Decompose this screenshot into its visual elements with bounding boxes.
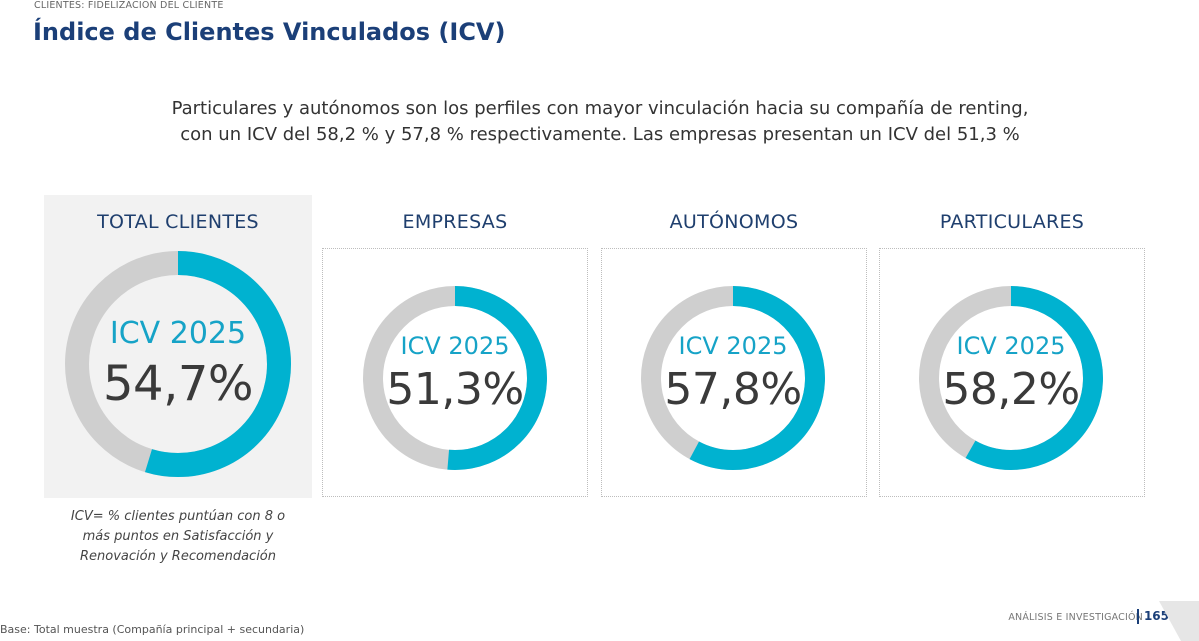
donut-metric-label-particulares: ICV 2025: [956, 332, 1066, 360]
donut-autonomos: ICV 2025 57,8%: [639, 284, 827, 472]
donut-value-label-autonomos: 57,8%: [664, 364, 802, 415]
note-line-1: ICV= % clientes puntúan con 8 o: [70, 509, 286, 524]
particulares-frame: [879, 248, 1145, 497]
summary-line-1: Particulares y autónomos son los perfile…: [171, 98, 1029, 119]
icv-definition-note: ICV= % clientes puntúan con 8 o más punt…: [50, 507, 306, 567]
note-line-3: Renovación y Recomendación: [80, 549, 276, 564]
empresas-frame: [322, 248, 588, 497]
footer-department: ANÁLISIS E INVESTIGACIÓN: [1008, 612, 1143, 623]
segment-title-total: TOTAL CLIENTES: [97, 211, 259, 233]
segment-title-empresas: EMPRESAS: [402, 211, 508, 233]
autonomos-frame: [601, 248, 867, 497]
donut-metric-label-total: ICV 2025: [109, 316, 247, 351]
corner-decoration: [1159, 601, 1199, 641]
donut-metric-label-autonomos: ICV 2025: [678, 332, 788, 360]
page-number: 165: [1136, 609, 1169, 624]
donut-total: ICV 2025 54,7%: [63, 249, 293, 479]
donut-value-arc-particulares: [919, 286, 1103, 470]
summary-line-2: con un ICV del 58,2 % y 57,8 % respectiv…: [180, 124, 1020, 145]
donut-value-arc-empresas: [363, 286, 547, 470]
donut-value-arc-autonomos: [641, 286, 825, 470]
donut-metric-label-empresas: ICV 2025: [400, 332, 510, 360]
segment-title-particulares: PARTICULARES: [939, 211, 1085, 233]
donut-empresas: ICV 2025 51,3%: [361, 284, 549, 472]
page-title: Índice de Clientes Vinculados (ICV): [33, 18, 506, 46]
donut-value-label-total: 54,7%: [103, 356, 253, 412]
base-note: Base: Total muestra (Compañía principal …: [0, 623, 305, 636]
note-line-2: más puntos en Satisfacción y: [82, 529, 274, 544]
donut-value-arc-total: [65, 251, 291, 477]
segment-title-autonomos: AUTÓNOMOS: [669, 211, 799, 233]
section-label: CLIENTES: FIDELIZACIÓN DEL CLIENTE: [34, 0, 224, 11]
donut-particulares: ICV 2025 58,2%: [917, 284, 1105, 472]
donut-value-label-particulares: 58,2%: [942, 364, 1080, 415]
donut-value-label-empresas: 51,3%: [386, 364, 524, 415]
summary-text: Particulares y autónomos son los perfile…: [100, 96, 1100, 148]
